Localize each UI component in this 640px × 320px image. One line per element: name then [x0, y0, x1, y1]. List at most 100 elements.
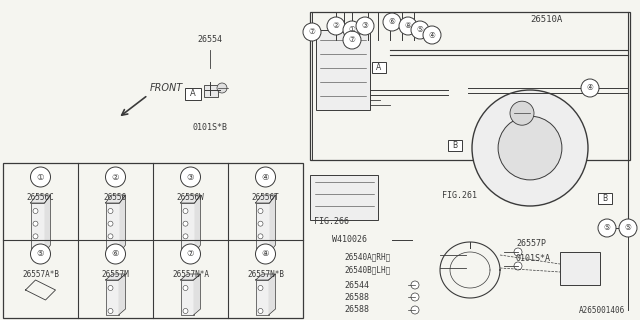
Bar	[372, 62, 386, 73]
Circle shape	[411, 21, 429, 39]
Circle shape	[383, 13, 401, 31]
Circle shape	[183, 285, 188, 291]
Text: 26557N*A: 26557N*A	[172, 270, 209, 279]
Text: ④: ④	[429, 30, 435, 39]
Circle shape	[108, 209, 113, 213]
Polygon shape	[180, 195, 200, 203]
Bar	[106, 280, 118, 315]
Text: 26557P: 26557P	[516, 239, 546, 248]
Bar	[316, 30, 370, 110]
Text: ④: ④	[262, 172, 269, 181]
Polygon shape	[118, 274, 125, 315]
Text: ⑤: ⑤	[604, 223, 611, 233]
Polygon shape	[45, 195, 51, 253]
Polygon shape	[106, 274, 125, 280]
Circle shape	[598, 219, 616, 237]
Circle shape	[619, 219, 637, 237]
Bar	[310, 12, 630, 160]
Circle shape	[180, 167, 200, 187]
Bar	[106, 203, 120, 253]
Circle shape	[108, 308, 113, 314]
Circle shape	[258, 246, 263, 252]
Circle shape	[33, 209, 38, 213]
Text: ⑤: ⑤	[417, 26, 424, 35]
Text: ⑤: ⑤	[36, 250, 44, 259]
Text: FIG.261: FIG.261	[442, 191, 477, 200]
Polygon shape	[195, 195, 200, 253]
Circle shape	[106, 244, 125, 264]
Text: 26556C: 26556C	[27, 193, 54, 202]
Text: 26556: 26556	[104, 193, 127, 202]
Polygon shape	[269, 274, 275, 315]
Text: FRONT: FRONT	[150, 83, 183, 93]
Text: ③: ③	[187, 172, 195, 181]
Text: 26588: 26588	[344, 306, 369, 315]
Bar	[3, 163, 303, 318]
Text: ⑤: ⑤	[625, 223, 632, 233]
Circle shape	[183, 209, 188, 213]
Circle shape	[303, 23, 321, 41]
Bar	[560, 252, 600, 285]
Text: W410026: W410026	[332, 236, 367, 244]
Circle shape	[31, 167, 51, 187]
Circle shape	[183, 308, 188, 314]
Text: A265001406: A265001406	[579, 306, 625, 315]
Text: 26557N*B: 26557N*B	[247, 270, 284, 279]
Circle shape	[258, 285, 263, 291]
Polygon shape	[269, 195, 275, 253]
Text: ⑦: ⑦	[349, 36, 355, 44]
Text: 26540A〈RH〉: 26540A〈RH〉	[344, 252, 390, 261]
Circle shape	[514, 248, 522, 256]
Circle shape	[255, 167, 275, 187]
Circle shape	[217, 83, 227, 93]
Bar	[204, 85, 218, 97]
Bar	[180, 203, 195, 253]
Polygon shape	[31, 195, 51, 203]
Circle shape	[423, 26, 441, 44]
Text: ④: ④	[587, 84, 593, 92]
Bar	[448, 140, 462, 151]
Bar	[255, 280, 269, 315]
Circle shape	[106, 167, 125, 187]
Circle shape	[108, 234, 113, 239]
Circle shape	[510, 101, 534, 125]
Circle shape	[411, 281, 419, 289]
Polygon shape	[255, 195, 275, 203]
Bar	[31, 203, 45, 253]
Text: ⑥: ⑥	[388, 18, 396, 27]
Circle shape	[356, 17, 374, 35]
Bar	[310, 175, 378, 220]
Circle shape	[108, 221, 113, 226]
Bar	[255, 203, 269, 253]
Text: ②: ②	[112, 172, 119, 181]
Polygon shape	[193, 274, 200, 315]
Circle shape	[33, 234, 38, 239]
Circle shape	[411, 306, 419, 314]
Bar	[185, 88, 201, 100]
Circle shape	[183, 234, 188, 239]
Circle shape	[33, 221, 38, 226]
Text: 26556T: 26556T	[252, 193, 280, 202]
Circle shape	[180, 244, 200, 264]
Circle shape	[255, 244, 275, 264]
Text: ②: ②	[333, 21, 339, 30]
Text: ⑧: ⑧	[262, 250, 269, 259]
Text: 26544: 26544	[344, 281, 369, 290]
Text: 26588: 26588	[344, 292, 369, 301]
Circle shape	[411, 293, 419, 301]
Text: 26554: 26554	[198, 35, 223, 44]
Circle shape	[581, 79, 599, 97]
Polygon shape	[255, 274, 275, 280]
Text: ③: ③	[362, 21, 369, 30]
Circle shape	[399, 17, 417, 35]
Text: 26557A*B: 26557A*B	[22, 270, 59, 279]
Polygon shape	[120, 195, 125, 253]
Text: ⑧: ⑧	[404, 21, 412, 30]
Bar	[180, 280, 193, 315]
Circle shape	[108, 285, 113, 291]
Text: 26557M: 26557M	[102, 270, 129, 279]
Text: 0101S*B: 0101S*B	[193, 123, 227, 132]
Text: B: B	[602, 194, 607, 203]
Circle shape	[327, 17, 345, 35]
Text: 26556W: 26556W	[177, 193, 204, 202]
